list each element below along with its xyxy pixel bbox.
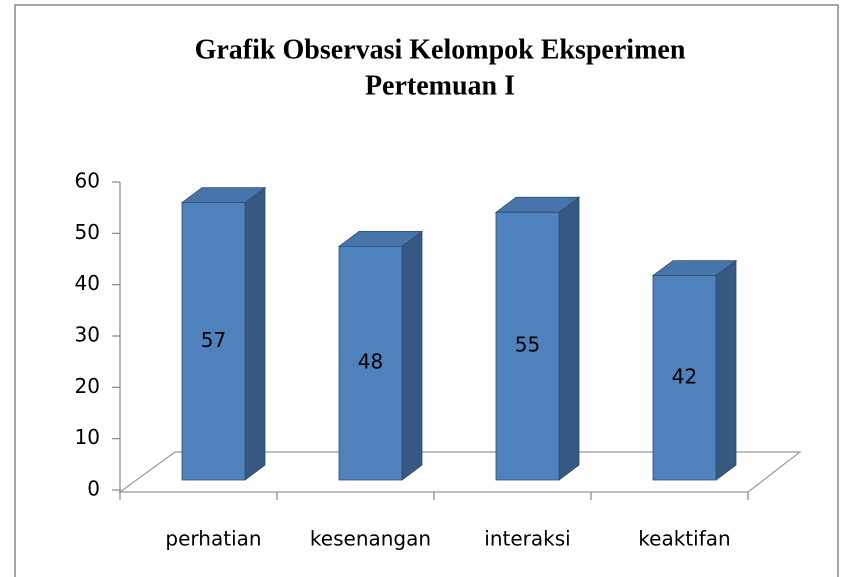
value-label: 42 <box>672 364 697 388</box>
bar-front <box>495 211 560 481</box>
bar-front <box>181 202 246 481</box>
value-label: 48 <box>358 350 383 374</box>
value-label: 55 <box>515 333 540 357</box>
x-tick-label: keaktifan <box>638 527 730 551</box>
bar <box>494 196 581 481</box>
x-tick-label: perhatian <box>165 527 261 551</box>
y-tick-label: 0 <box>87 477 100 501</box>
y-tick-label: 50 <box>75 220 100 244</box>
x-tick-label: interaksi <box>484 527 570 551</box>
y-tick-label: 20 <box>75 374 100 398</box>
y-tick-label: 40 <box>75 271 100 295</box>
bar-side <box>558 196 580 481</box>
bar-side <box>401 230 423 481</box>
bar <box>180 186 267 481</box>
bar <box>337 230 424 481</box>
x-tick-label: kesenangan <box>310 527 431 551</box>
bar <box>651 259 738 481</box>
bar-side <box>244 186 266 481</box>
chart-title: Pertemuan I <box>365 70 515 101</box>
value-label: 57 <box>201 328 226 352</box>
bar-front <box>652 275 717 481</box>
y-tick-label: 30 <box>75 323 100 347</box>
floor <box>118 451 802 493</box>
bar-side <box>715 259 737 481</box>
y-tick-label: 10 <box>75 425 100 449</box>
chart-border <box>14 4 839 577</box>
chart-title: Grafik Observasi Kelompok Eksperimen <box>195 34 686 65</box>
y-tick-label: 60 <box>75 169 100 193</box>
bar-front <box>338 245 403 481</box>
